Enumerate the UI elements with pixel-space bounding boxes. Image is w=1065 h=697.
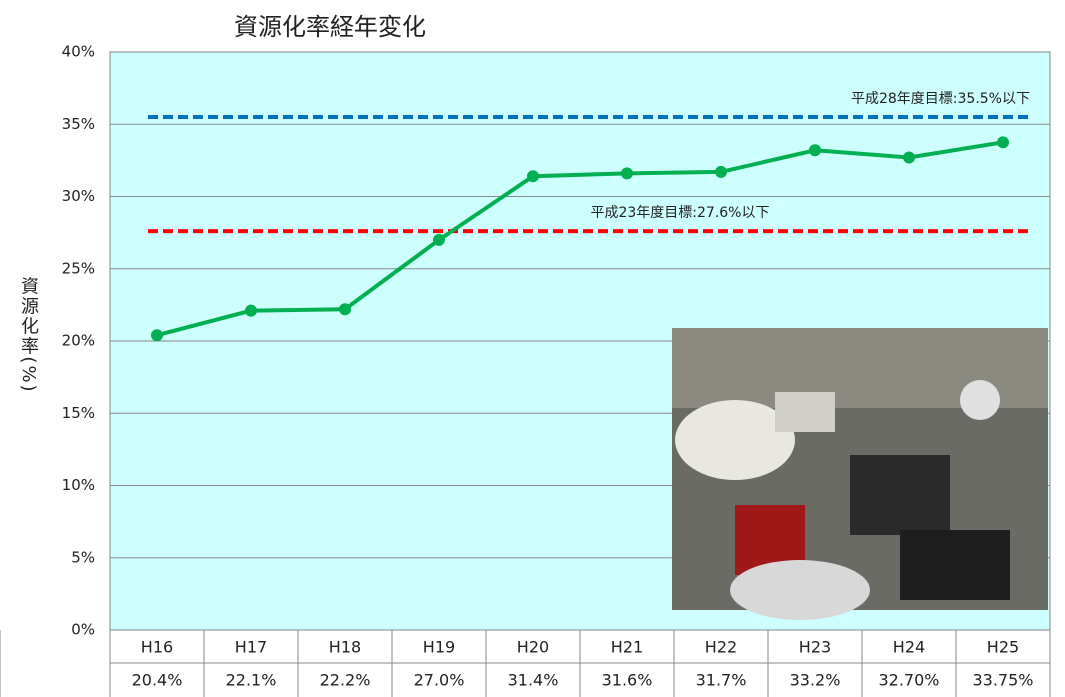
- data-point: [621, 167, 633, 180]
- x-tick-label: H20: [517, 638, 549, 657]
- data-point: [903, 151, 915, 164]
- y-tick-label: 40%: [62, 43, 95, 61]
- x-tick-label: H21: [611, 638, 643, 657]
- y-tick-label: 30%: [62, 187, 95, 205]
- table-value: 33.2%: [790, 671, 841, 690]
- reference-label: 平成28年度目標:35.5%以下: [851, 91, 1030, 107]
- table-value: 32.70%: [878, 671, 939, 690]
- data-point: [151, 329, 163, 342]
- data-point: [715, 165, 727, 178]
- reference-label: 平成23年度目標:27.6%以下: [590, 205, 769, 221]
- x-tick-label: H19: [423, 638, 455, 657]
- x-tick-label: H22: [705, 638, 737, 657]
- y-tick-label: 25%: [62, 259, 95, 277]
- series-line: [156, 140, 1004, 338]
- table-value: 22.2%: [320, 671, 371, 690]
- data-point: [433, 233, 445, 246]
- table-value: 22.1%: [226, 671, 277, 690]
- data-point: [245, 304, 257, 317]
- x-tick-label: H18: [329, 638, 361, 657]
- y-tick-label: 10%: [62, 476, 95, 494]
- x-tick-label: H25: [987, 638, 1019, 657]
- table-value: 33.75%: [972, 671, 1033, 690]
- y-axis-label: 資源化率(%): [18, 276, 39, 393]
- data-point: [339, 303, 351, 316]
- y-tick-label: 0%: [71, 621, 95, 639]
- data-point: [527, 170, 539, 183]
- chart-title: 資源化率経年変化: [234, 13, 426, 41]
- y-tick-label: 20%: [62, 332, 95, 350]
- y-tick-label: 15%: [62, 404, 95, 422]
- table-value: 31.4%: [508, 671, 559, 690]
- table-value: 31.6%: [602, 671, 653, 690]
- x-tick-label: H23: [799, 638, 831, 657]
- x-tick-label: H17: [235, 638, 267, 657]
- table-value: 31.7%: [696, 671, 747, 690]
- y-tick-label: 35%: [62, 115, 95, 133]
- x-tick-label: H24: [893, 638, 925, 657]
- photo: [672, 328, 1048, 620]
- table-value: 20.4%: [132, 671, 183, 690]
- data-point: [809, 144, 821, 157]
- y-tick-label: 5%: [71, 548, 95, 566]
- x-tick-label: H16: [141, 638, 173, 657]
- data-point: [997, 136, 1009, 149]
- table-value: 27.0%: [414, 671, 465, 690]
